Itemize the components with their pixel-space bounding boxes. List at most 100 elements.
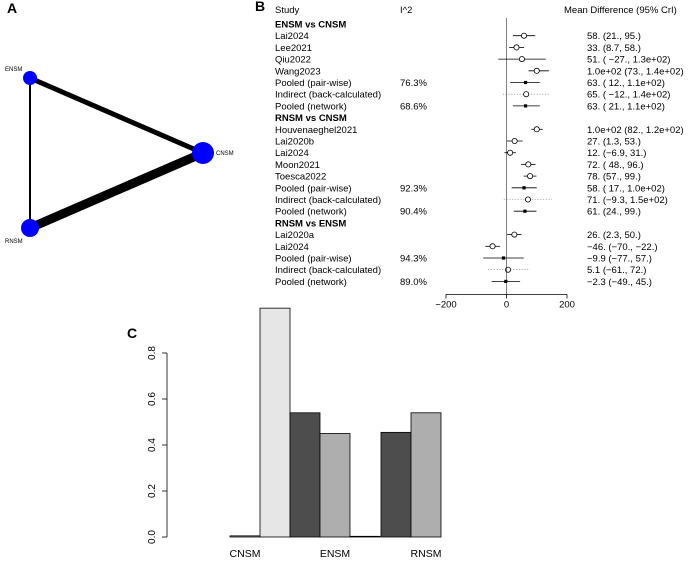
- bar-ensm-rank-3: [349, 535, 381, 538]
- forest-ci-text: 1.0e+02 (73., 1.4e+02): [587, 66, 684, 77]
- forest-pooled-estimate: [522, 186, 526, 190]
- node-label-rnsm: RNSM: [5, 239, 23, 245]
- forest-group-title: RNSM vs ENSM: [275, 218, 346, 229]
- forest-ci-text: 26. (2.3, 50.): [587, 230, 641, 241]
- panel-label-b: B: [255, 0, 265, 14]
- forest-point-estimate: [513, 44, 520, 51]
- node-cnsm: [192, 142, 214, 164]
- forest-study-label: Pooled (pair-wise): [275, 254, 352, 265]
- forest-ci-text: 51. ( −27., 1.3e+02): [587, 55, 670, 66]
- bar-category-label: RNSM: [411, 548, 442, 560]
- bar-y-tick-label: 0.8: [147, 346, 158, 360]
- forest-ci-text: −2.3 (−49., 45.): [587, 277, 652, 288]
- forest-pooled-estimate: [504, 279, 508, 283]
- forest-ci-text: 71. (−9.3, 1.5e+02): [587, 195, 668, 206]
- forest-pooled-estimate: [523, 80, 528, 85]
- forest-ci-text: 58. (21., 95.): [587, 31, 641, 42]
- bar-ensm-rank-2: [319, 433, 351, 538]
- forest-point-estimate: [489, 243, 496, 250]
- forest-study-label: Pooled (network): [275, 207, 347, 218]
- node-ensm: [23, 71, 37, 85]
- bar-y-tick-label: 0.2: [147, 484, 158, 498]
- bar-rnsm-rank-2: [410, 412, 442, 538]
- bar-y-tick-label: 0.0: [147, 530, 158, 544]
- forest-study-label: Indirect (back-calculated): [275, 265, 381, 276]
- forest-axis-tick-label: 200: [559, 299, 575, 310]
- forest-pooled-estimate: [523, 104, 528, 108]
- forest-pooled-estimate: [523, 209, 527, 213]
- forest-i2-value: 90.4%: [400, 207, 427, 218]
- panel-label-a: A: [7, 0, 17, 16]
- forest-ci-text: 5.1 (−61., 72.): [587, 265, 646, 276]
- forest-study-label: Pooled (network): [275, 101, 347, 112]
- forest-group-title: ENSM vs CNSM: [275, 20, 346, 31]
- forest-i2-value: 92.3%: [400, 183, 427, 194]
- forest-ci-text: 1.0e+02 (82., 1.2e+02): [587, 125, 684, 136]
- network-graph: ENSM CNSM RNSM: [5, 67, 234, 245]
- forest-study-label: Wang2023: [275, 66, 321, 77]
- forest-ci-text: 61. (24., 99.): [587, 207, 641, 218]
- forest-ci-text: 65. ( −12., 1.4e+02): [587, 90, 670, 101]
- forest-study-label: Qiu2022: [275, 55, 311, 66]
- forest-study-label: Houvenaeghel2021: [275, 125, 357, 136]
- forest-point-estimate: [505, 266, 512, 273]
- edge-ensm-cnsm: [29, 75, 204, 156]
- forest-ci-text: 63. ( 12., 1.1e+02): [587, 78, 665, 89]
- forest-i2-value: 89.0%: [400, 277, 427, 288]
- forest-plot: Study I^2 Mean Difference (95% CrI) ENSM…: [275, 5, 684, 310]
- forest-ci-text: 63. ( 21., 1.1e+02): [587, 101, 665, 112]
- forest-axis-tick-label: −200: [435, 299, 456, 310]
- forest-study-label: Lai2020a: [275, 230, 315, 241]
- forest-point-estimate: [521, 32, 528, 39]
- bar-category-label: CNSM: [230, 548, 261, 560]
- node-label-ensm: ENSM: [5, 67, 22, 73]
- bar-cnsm-rank-3: [259, 307, 291, 538]
- forest-study-label: Pooled (pair-wise): [275, 78, 352, 89]
- forest-ci-text: 78. (57., 99.): [587, 172, 641, 183]
- forest-study-label: Pooled (network): [275, 277, 347, 288]
- rank-probability-bar-chart: 0.0 0.2 0.4 0.6 0.8 CNSM ENSM RNSM: [147, 307, 442, 560]
- forest-header-effect: Mean Difference (95% CrI): [564, 5, 677, 16]
- forest-study-label: Lai2024: [275, 31, 309, 42]
- forest-study-label: Lai2024: [275, 242, 309, 253]
- bar-y-tick-label: 0.4: [147, 438, 158, 452]
- forest-ci-text: 33. (8.7, 58.): [587, 43, 641, 54]
- bar-cnsm-rank-2: [229, 535, 261, 538]
- forest-i2-value: 68.6%: [400, 101, 427, 112]
- forest-ci-text: 58. ( 17., 1.0e+02): [587, 183, 665, 194]
- forest-ci-text: 12. (−6.9, 31.): [587, 148, 646, 159]
- forest-point-estimate: [527, 173, 534, 180]
- bar-category-label: ENSM: [320, 548, 350, 560]
- forest-study-label: Toesca2022: [275, 172, 326, 183]
- forest-point-estimate: [524, 196, 531, 203]
- forest-group-title: RNSM vs CNSM: [275, 113, 347, 124]
- edge-rnsm-cnsm: [28, 148, 205, 233]
- node-label-cnsm: CNSM: [216, 151, 234, 157]
- forest-ci-text: 27. (1.3, 53.): [587, 137, 641, 148]
- forest-study-label: Lai2020b: [275, 137, 314, 148]
- forest-header-study: Study: [275, 5, 300, 16]
- node-rnsm: [21, 219, 39, 237]
- forest-ci-text: −9.9 (−77., 57.): [587, 254, 652, 265]
- bar-ensm-rank-1: [289, 412, 321, 538]
- forest-ci-text: −46. (−70., −22.): [587, 242, 658, 253]
- panel-label-c: C: [127, 325, 137, 341]
- forest-study-label: Indirect (back-calculated): [275, 195, 381, 206]
- forest-point-estimate: [533, 126, 540, 133]
- forest-point-estimate: [525, 161, 532, 168]
- forest-study-label: Lee2021: [275, 43, 312, 54]
- forest-study-label: Pooled (pair-wise): [275, 183, 352, 194]
- forest-point-estimate: [533, 67, 540, 74]
- forest-pooled-estimate: [501, 256, 506, 260]
- forest-point-estimate: [507, 149, 514, 156]
- forest-point-estimate: [511, 137, 518, 144]
- forest-axis-tick-label: 0: [504, 299, 509, 310]
- forest-ci-text: 72. ( 48., 96.): [587, 160, 644, 171]
- forest-study-label: Indirect (back-calculated): [275, 90, 381, 101]
- forest-study-label: Moon2021: [275, 160, 320, 171]
- forest-point-estimate: [518, 56, 525, 63]
- forest-x-axis: −200 0 200: [435, 18, 575, 310]
- bar-rnsm-rank-1: [380, 431, 412, 538]
- forest-header-i2: I^2: [400, 5, 412, 16]
